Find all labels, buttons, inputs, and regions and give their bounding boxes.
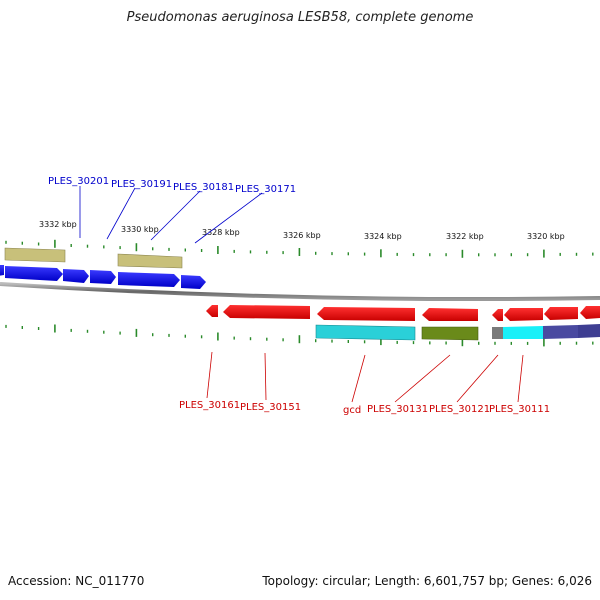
slate-feature[interactable] [543, 325, 578, 339]
forward-cds-arrow[interactable] [181, 275, 206, 289]
label-leader-line [264, 352, 267, 401]
forward-cds-arrow[interactable] [90, 270, 116, 284]
forward-cds-arrow[interactable] [63, 269, 89, 283]
gene-label-gcd[interactable]: gcd [343, 405, 361, 416]
reverse-cds-arrow[interactable] [422, 308, 478, 321]
reverse-cds-track [206, 305, 600, 321]
lower-tick-track [5, 324, 594, 347]
grey-feature[interactable] [492, 327, 503, 339]
gene-label-ples-30111[interactable]: PLES_30111 [489, 404, 550, 415]
reverse-cds-arrow[interactable] [544, 307, 578, 320]
gene-label-ples-30201[interactable]: PLES_30201 [48, 176, 109, 187]
reverse-cds-arrow[interactable] [492, 309, 503, 321]
reverse-cds-arrow[interactable] [223, 305, 310, 319]
tick-label-3332: 3332 kbp [39, 220, 77, 229]
slate-feature[interactable] [578, 324, 600, 338]
tick-label-3322: 3322 kbp [446, 232, 484, 241]
forward-cds-arrow[interactable] [0, 265, 4, 276]
gene-label-ples-30171[interactable]: PLES_30171 [235, 184, 296, 195]
cyan-feature[interactable] [315, 324, 416, 341]
olive-feature[interactable] [421, 326, 479, 341]
khaki-feature[interactable] [117, 253, 183, 269]
forward-cds-track [0, 265, 206, 289]
tick-label-3320: 3320 kbp [527, 232, 565, 241]
gene-label-ples-30151[interactable]: PLES_30151 [240, 402, 301, 413]
reverse-gene-labels: PLES_30161 PLES_30151 gcd PLES_30131 PLE… [179, 351, 550, 416]
khaki-feature[interactable] [4, 247, 66, 263]
forward-gene-labels: PLES_30201 PLES_30191 PLES_30181 PLES_30… [48, 176, 296, 244]
tick-label-3326: 3326 kbp [283, 231, 321, 240]
reverse-cds-arrow[interactable] [504, 308, 543, 321]
gene-label-ples-30181[interactable]: PLES_30181 [173, 182, 234, 193]
label-leader-line [517, 354, 524, 403]
label-leader-line [150, 190, 201, 241]
map-title: Pseudomonas aeruginosa LESB58, complete … [126, 10, 474, 25]
label-leader-line [194, 192, 263, 244]
tick-label-3324: 3324 kbp [364, 232, 402, 241]
gene-label-ples-30131[interactable]: PLES_30131 [367, 404, 428, 415]
upper-tick-track [5, 239, 594, 258]
label-leader-line [394, 354, 451, 403]
label-leader-line [456, 354, 499, 403]
gene-label-ples-30191[interactable]: PLES_30191 [111, 179, 172, 190]
gene-label-ples-30121[interactable]: PLES_30121 [429, 404, 490, 415]
genome-backbone [0, 282, 600, 302]
gene-label-ples-30161[interactable]: PLES_30161 [179, 400, 240, 411]
genome-summary-text: Topology: circular; Length: 6,601,757 bp… [262, 574, 592, 588]
forward-cds-arrow[interactable] [118, 272, 180, 287]
tick-label-3330: 3330 kbp [121, 225, 159, 234]
cyan-feature[interactable] [503, 326, 543, 339]
accession-text: Accession: NC_011770 [8, 574, 145, 588]
label-leader-line [206, 351, 213, 399]
forward-cds-arrow[interactable] [5, 266, 63, 281]
reverse-cds-arrow[interactable] [317, 307, 415, 321]
reverse-cds-arrow[interactable] [206, 305, 218, 317]
label-leader-line [106, 187, 136, 240]
tick-label-3328: 3328 kbp [202, 228, 240, 237]
reverse-cds-arrow[interactable] [580, 306, 600, 319]
label-leader-line [351, 354, 366, 403]
